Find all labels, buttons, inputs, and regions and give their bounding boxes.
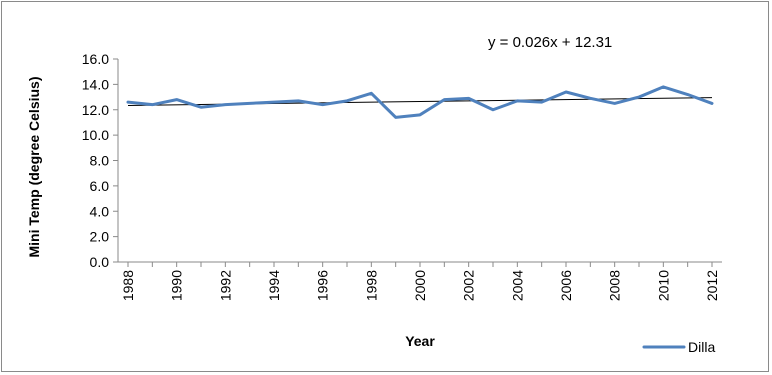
x-tick-label: 2000 — [412, 270, 428, 301]
y-tick-label: 10.0 — [82, 127, 109, 143]
x-axis: 1988 1990 1992 1994 1996 1998 2000 2002 2004 2006… — [118, 261, 722, 301]
y-axis-title: Mini Temp (degree Celsius) — [26, 77, 42, 258]
y-tick-label: 4.0 — [90, 203, 110, 219]
x-tick-label: 2004 — [509, 270, 525, 301]
series-line-dilla — [126, 85, 714, 119]
y-tick-label: 0.0 — [90, 254, 110, 270]
x-tick-label: 1988 — [120, 270, 136, 301]
x-tick-label: 1998 — [363, 270, 379, 301]
y-axis: 0.0 2.0 4.0 6.0 8.0 10.0 12.0 14.0 16.0 — [82, 51, 119, 270]
x-tick-label: 2006 — [558, 270, 574, 301]
y-tick-label: 12.0 — [82, 102, 109, 118]
x-tick-label: 2012 — [704, 270, 720, 301]
x-tick-label: 2010 — [655, 270, 671, 301]
y-tick-label: 16.0 — [82, 51, 109, 67]
x-tick-label: 2008 — [607, 270, 623, 301]
y-tick-label: 8.0 — [90, 153, 110, 169]
y-tick-label: 14.0 — [82, 76, 109, 92]
legend-label-dilla: Dilla — [688, 339, 715, 355]
x-tick-label: 2002 — [461, 270, 477, 301]
x-tick-label: 1994 — [266, 270, 282, 301]
x-tick-label: 1996 — [315, 270, 331, 301]
x-tick-label: 1992 — [217, 270, 233, 301]
y-tick-label: 6.0 — [90, 178, 110, 194]
series-group — [126, 85, 714, 119]
legend: Dilla — [642, 339, 715, 355]
trendline-equation: y = 0.026x + 12.31 — [488, 34, 612, 51]
x-tick-label: 1990 — [169, 270, 185, 301]
y-tick-label: 2.0 — [90, 229, 110, 245]
x-axis-title: Year — [405, 333, 435, 349]
